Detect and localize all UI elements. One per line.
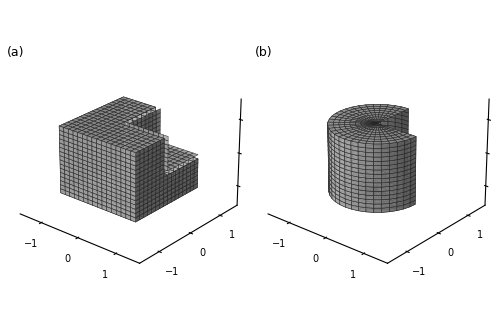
Text: (a): (a) bbox=[6, 46, 24, 59]
Text: (b): (b) bbox=[254, 46, 272, 59]
